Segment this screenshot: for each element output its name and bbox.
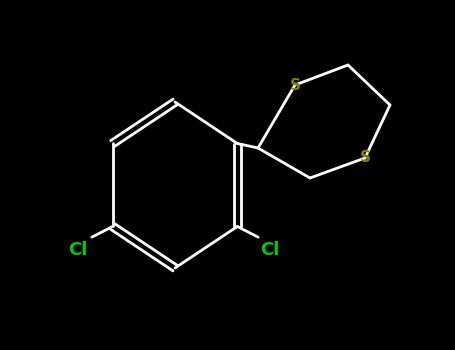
Text: Cl: Cl — [68, 241, 88, 259]
Text: S: S — [289, 77, 300, 92]
Text: S: S — [359, 150, 370, 166]
Text: Cl: Cl — [260, 241, 279, 259]
